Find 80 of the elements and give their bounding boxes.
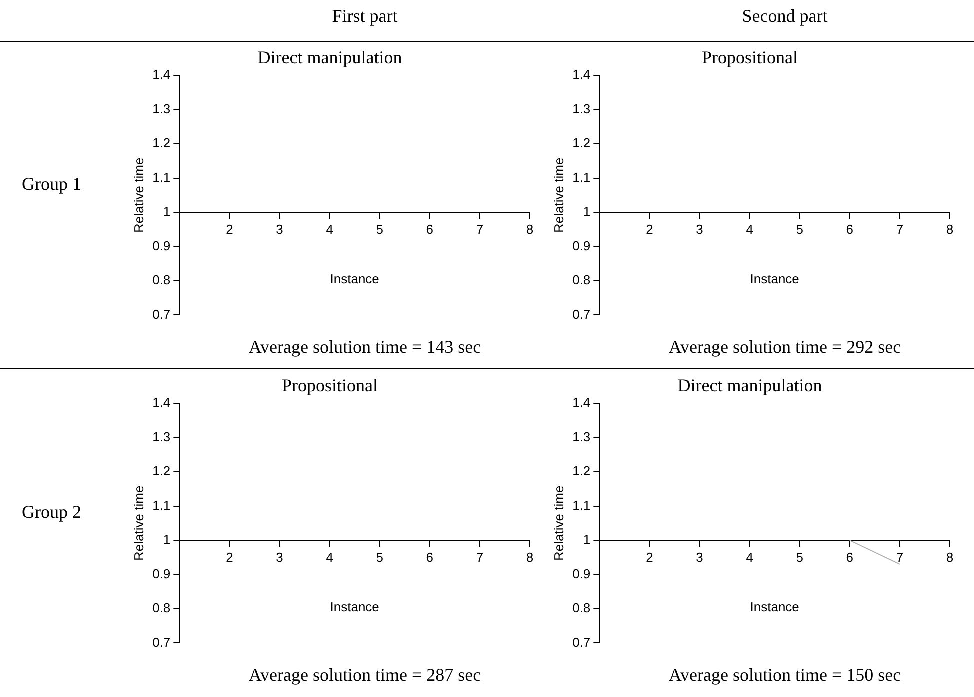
y-tick-label: 0.8 <box>152 600 171 616</box>
x-tick-label: 6 <box>846 550 854 565</box>
y-tick-label: 1.2 <box>152 136 171 151</box>
x-tick-label: 2 <box>646 550 654 565</box>
y-tick-label: 1.3 <box>572 429 591 444</box>
text: Average solution time = 287 sec <box>248 665 482 686</box>
x-axis-title: Instance <box>330 599 380 614</box>
x-tick-label: 4 <box>326 550 334 565</box>
y-tick-label: 0.9 <box>572 238 591 254</box>
y-tick-label: 1.2 <box>152 464 171 479</box>
x-tick-label: 8 <box>946 550 954 565</box>
x-tick-label: 7 <box>896 222 904 237</box>
x-tick-label: 4 <box>746 222 754 237</box>
y-tick-label: 1.3 <box>572 101 591 116</box>
x-tick-label: 5 <box>796 222 804 237</box>
x-tick-label: 4 <box>326 222 334 237</box>
y-tick-label: 0.7 <box>572 306 591 322</box>
x-tick-label: 3 <box>696 550 704 565</box>
x-tick-label: 7 <box>896 550 904 565</box>
x-tick-label: 6 <box>426 550 434 565</box>
y-tick-label: 1.1 <box>572 170 591 185</box>
x-tick-label: 8 <box>526 550 534 565</box>
x-tick-label: 8 <box>526 222 534 237</box>
y-tick-label: 0.8 <box>572 272 591 288</box>
y-tick-label: 1.1 <box>152 498 171 513</box>
y-tick-label: 1.3 <box>152 101 171 116</box>
x-tick-label: 2 <box>226 222 234 237</box>
y-tick-label: 1.3 <box>152 429 171 444</box>
y-tick-label: 1 <box>163 204 171 220</box>
y-axis-title: Relative time <box>131 158 146 233</box>
y-axis-title: Relative time <box>131 486 146 561</box>
y-axis-title: Relative time <box>551 486 566 561</box>
x-tick-label: 7 <box>476 222 484 237</box>
y-tick-label: 1 <box>163 532 171 548</box>
text: Average solution time = 150 sec <box>668 665 902 686</box>
x-tick-label: 2 <box>226 550 234 565</box>
x-tick-label: 5 <box>796 550 804 565</box>
chart-title: Propositional <box>702 48 798 68</box>
chart-title: Direct manipulation <box>678 376 822 396</box>
x-tick-label: 6 <box>426 222 434 237</box>
x-axis-title: Instance <box>750 271 800 286</box>
text: Second part <box>742 6 828 27</box>
y-tick-label: 0.8 <box>152 272 171 288</box>
y-tick-label: 1 <box>583 532 591 548</box>
x-tick-label: 5 <box>376 222 384 237</box>
y-tick-label: 1.4 <box>152 395 171 410</box>
x-tick-label: 2 <box>646 222 654 237</box>
chart-title: Direct manipulation <box>258 48 402 68</box>
y-tick-label: 1 <box>583 204 591 220</box>
x-tick-label: 5 <box>376 550 384 565</box>
text: Average solution time = 292 sec <box>668 337 902 358</box>
text: First part <box>332 6 398 27</box>
text: Group 1 <box>22 174 82 195</box>
y-tick-label: 1.1 <box>572 498 591 513</box>
chart-title: Propositional <box>282 376 378 396</box>
y-axis-title: Relative time <box>551 158 566 233</box>
text: Average solution time = 143 sec <box>248 337 482 358</box>
x-tick-label: 8 <box>946 222 954 237</box>
y-tick-label: 1.2 <box>572 464 591 479</box>
y-tick-label: 1.4 <box>152 67 171 82</box>
y-tick-label: 0.8 <box>572 600 591 616</box>
y-tick-label: 0.7 <box>152 306 171 322</box>
x-tick-label: 6 <box>846 222 854 237</box>
y-tick-label: 1.2 <box>572 136 591 151</box>
x-tick-label: 4 <box>746 550 754 565</box>
y-tick-label: 0.7 <box>152 634 171 650</box>
x-axis-title: Instance <box>330 271 380 286</box>
y-tick-label: 0.9 <box>152 566 171 582</box>
x-tick-label: 3 <box>276 222 284 237</box>
y-tick-label: 0.9 <box>152 238 171 254</box>
y-tick-label: 0.9 <box>572 566 591 582</box>
x-tick-label: 3 <box>276 550 284 565</box>
x-tick-label: 7 <box>476 550 484 565</box>
y-tick-label: 1.4 <box>572 395 591 410</box>
y-tick-label: 1.1 <box>152 170 171 185</box>
x-axis-title: Instance <box>750 599 800 614</box>
y-tick-label: 1.4 <box>572 67 591 82</box>
x-tick-label: 3 <box>696 222 704 237</box>
y-tick-label: 0.7 <box>572 634 591 650</box>
text: Group 2 <box>22 502 82 523</box>
